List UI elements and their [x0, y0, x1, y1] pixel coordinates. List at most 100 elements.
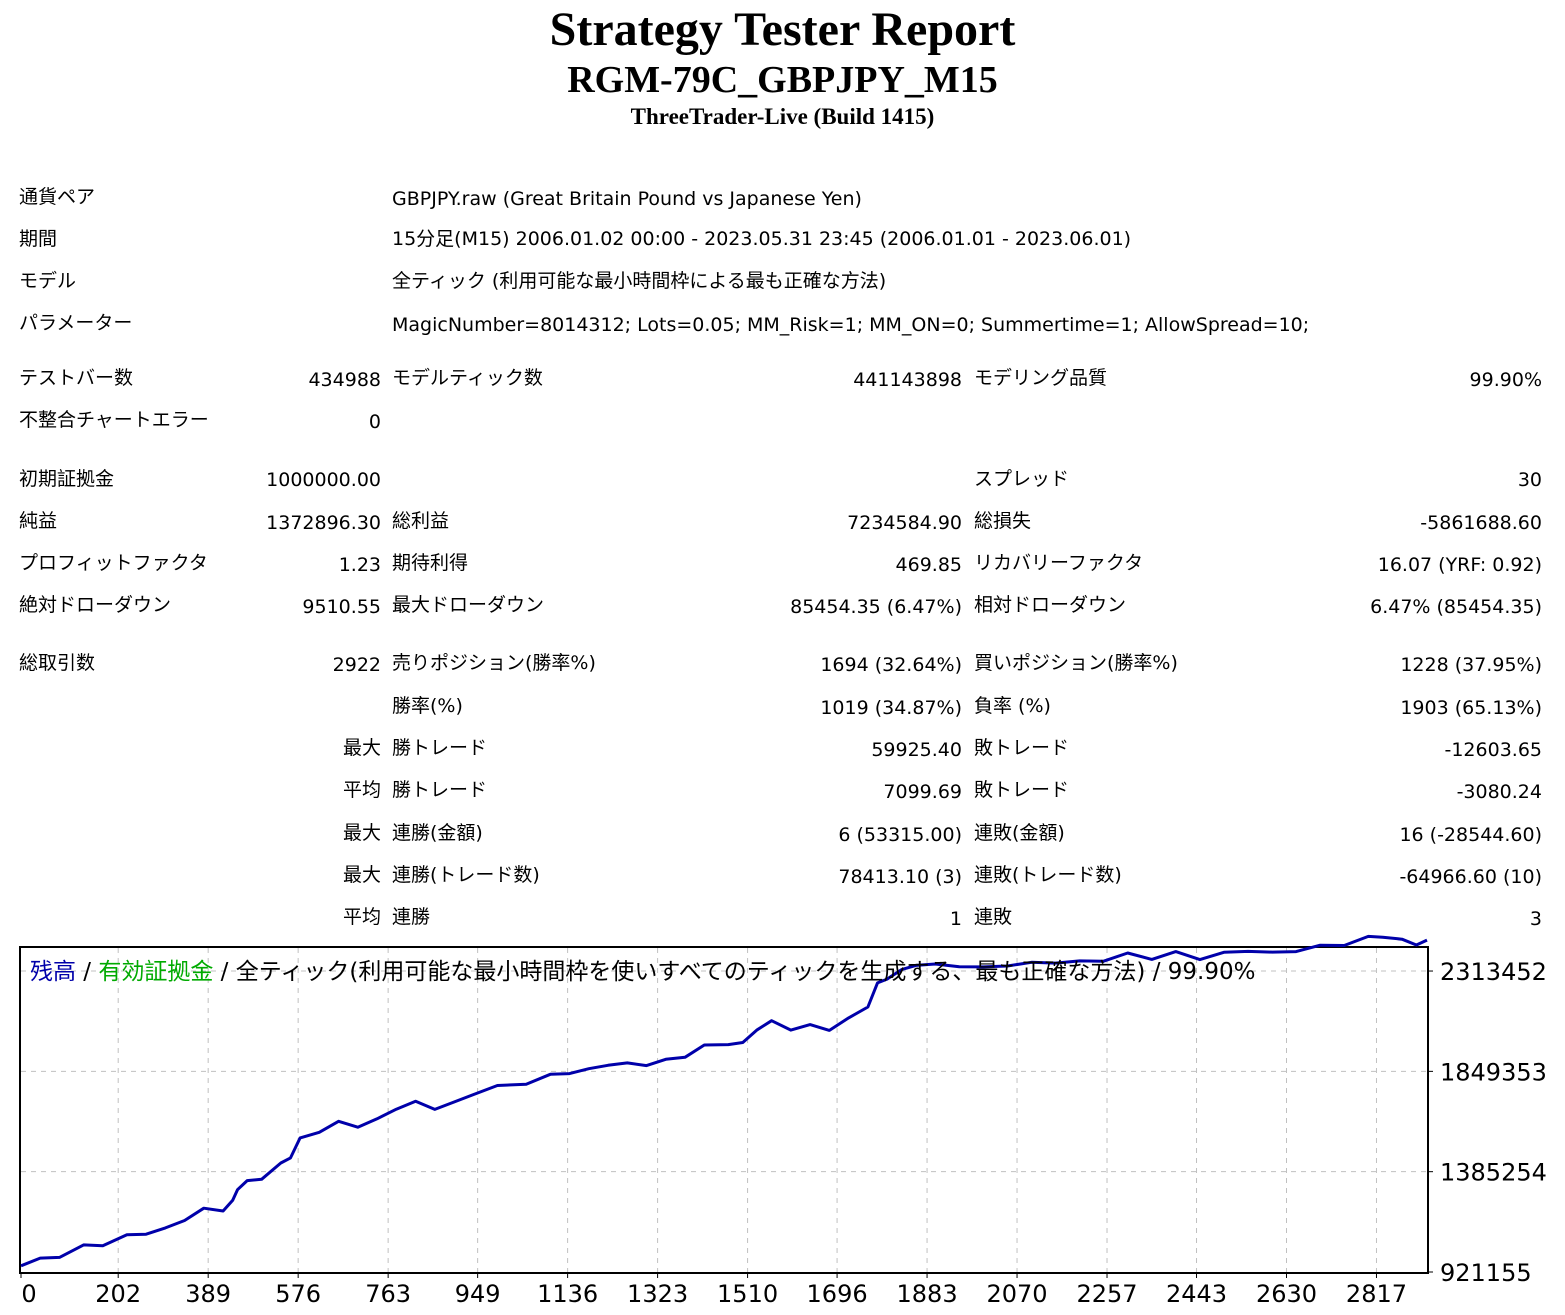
short-positions-value: 1694 (32.64%): [820, 654, 962, 676]
gross-profit-label: 総利益: [392, 510, 450, 532]
total-trades-label: 総取引数: [19, 652, 96, 674]
average-consecutive-label: 平均: [342, 906, 381, 928]
maximal-drawdown-value: 85454.35 (6.47%): [790, 596, 962, 618]
consecutive-losses-trades-label: 連敗(トレード数): [974, 864, 1122, 886]
deposit-label: 初期証拠金: [19, 468, 115, 490]
consecutive-losses-trades-value: -64966.60 (10): [1399, 866, 1542, 888]
model-value: 全ティック (利用可能な最小時間枠による最も正確な方法): [392, 270, 887, 292]
x-tick-label: 1883: [897, 1280, 958, 1308]
quality-value: 99.90%: [1469, 369, 1542, 391]
largest-win-label: 勝トレード: [392, 737, 488, 759]
x-tick-label: 2630: [1256, 1280, 1317, 1308]
x-tick-label: 202: [95, 1280, 141, 1308]
relative-drawdown-value: 6.47% (85454.35): [1370, 596, 1542, 618]
expected-payoff-label: 期待利得: [392, 552, 469, 574]
spread-value: 30: [1517, 469, 1542, 491]
total-trades-value: 2922: [332, 654, 381, 676]
y-tick-label: 921155: [1440, 1259, 1532, 1287]
x-tick-label: 2817: [1346, 1280, 1407, 1308]
average-win-value: 7099.69: [883, 781, 962, 803]
ticks-label: モデルティック数: [392, 367, 543, 389]
mismatch-value: 0: [368, 411, 381, 433]
net-profit-value: 1372896.30: [266, 512, 381, 534]
gross-loss-value: -5861688.60: [1420, 512, 1542, 534]
average-loss-value: -3080.24: [1456, 781, 1542, 803]
symbol-value: GBPJPY.raw (Great Britain Pound vs Japan…: [392, 188, 862, 210]
gross-loss-label: 総損失: [974, 510, 1032, 532]
x-tick-label: 1510: [717, 1280, 778, 1308]
profit-factor-value: 1.23: [338, 554, 381, 576]
expected-payoff-value: 469.85: [895, 554, 962, 576]
average-loss-label: 敗トレード: [974, 779, 1070, 801]
consecutive-wins-money-label: 連勝(金額): [392, 822, 483, 844]
consecutive-losses-money-value: 16 (-28544.60): [1399, 824, 1542, 846]
average-consecutive-wins-value: 1: [949, 908, 962, 930]
loss-rate-value: 1903 (65.13%): [1400, 697, 1542, 719]
legend-equity: 有効証拠金: [98, 959, 213, 985]
recovery-factor-value: 16.07 (YRF: 0.92): [1377, 554, 1542, 576]
y-tick-label: 1849353: [1440, 1058, 1547, 1086]
x-tick-label: 2443: [1166, 1280, 1227, 1308]
x-tick-label: 1136: [537, 1280, 598, 1308]
deposit-value: 1000000.00: [266, 469, 381, 491]
average-consecutive-losses-label: 連敗: [974, 906, 1013, 928]
period-value: 15分足(M15) 2006.01.02 00:00 - 2023.05.31 …: [392, 228, 1132, 250]
long-positions-label: 買いポジション(勝率%): [974, 652, 1178, 674]
largest-loss-value: -12603.65: [1444, 739, 1542, 761]
x-tick-label: 389: [185, 1280, 231, 1308]
consecutive-wins-money-value: 6 (53315.00): [838, 824, 962, 846]
net-profit-label: 純益: [19, 510, 58, 532]
balance-series-line: [20, 934, 1428, 1268]
y-tick-label: 1385254: [1440, 1159, 1547, 1187]
legend-rest: / 全ティック(利用可能な最小時間枠を使いすべてのティックを生成する、最も正確な…: [213, 959, 1255, 985]
gross-profit-value: 7234584.90: [847, 512, 962, 534]
x-tick-label: 2257: [1076, 1280, 1137, 1308]
consecutive-losses-money-label: 連敗(金額): [974, 822, 1065, 844]
x-tick-label: 949: [455, 1280, 501, 1308]
spread-label: スプレッド: [974, 468, 1070, 490]
average-win-label: 勝トレード: [392, 779, 488, 801]
profit-factor-label: プロフィットファクタ: [19, 552, 208, 574]
long-positions-value: 1228 (37.95%): [1400, 654, 1542, 676]
symbol-label: 通貨ペア: [19, 186, 96, 208]
largest-loss-label: 敗トレード: [974, 737, 1070, 759]
x-tick-label: 576: [275, 1280, 321, 1308]
absolute-drawdown-label: 絶対ドローダウン: [19, 594, 172, 616]
average-consecutive-wins-label: 連勝: [392, 906, 431, 928]
chart-legend: 残高 / 有効証拠金 / 全ティック(利用可能な最小時間枠を使いすべてのティック…: [30, 959, 1255, 985]
largest-label: 最大: [342, 737, 381, 759]
short-positions-label: 売りポジション(勝率%): [392, 652, 596, 674]
mismatch-label: 不整合チャートエラー: [19, 409, 209, 431]
x-tick-label: 0: [21, 1280, 36, 1308]
x-tick-label: 1323: [627, 1280, 688, 1308]
average-consecutive-losses-value: 3: [1529, 908, 1542, 930]
model-label: モデル: [19, 270, 77, 292]
x-tick-label: 1696: [807, 1280, 868, 1308]
x-tick-label: 2070: [986, 1280, 1047, 1308]
parameters-value: MagicNumber=8014312; Lots=0.05; MM_Risk=…: [392, 314, 1310, 336]
period-label: 期間: [19, 228, 58, 250]
ticks-value: 441143898: [853, 369, 962, 391]
consecutive-wins-trades-value: 78413.10 (3): [838, 866, 962, 888]
largest-win-value: 59925.40: [871, 739, 962, 761]
maximal-drawdown-label: 最大ドローダウン: [392, 594, 545, 616]
bars-value: 434988: [308, 369, 381, 391]
consecutive-wins-trades-label: 連勝(トレード数): [392, 864, 540, 886]
bars-label: テストバー数: [19, 367, 134, 389]
legend-balance: 残高: [30, 959, 76, 985]
report-title: Strategy Tester Report: [549, 3, 1016, 56]
legend-sep: /: [76, 959, 98, 985]
relative-drawdown-label: 相対ドローダウン: [974, 594, 1127, 616]
chart-frame: [19, 946, 1429, 1274]
average-label: 平均: [342, 779, 381, 801]
x-tick-label: 763: [365, 1280, 411, 1308]
win-rate-label: 勝率(%): [392, 695, 463, 717]
absolute-drawdown-value: 9510.55: [302, 596, 381, 618]
parameters-label: パラメーター: [19, 312, 133, 334]
win-rate-value: 1019 (34.87%): [820, 697, 962, 719]
quality-label: モデリング品質: [974, 367, 1108, 389]
maximal-label: 最大: [342, 864, 381, 886]
maximum-label: 最大: [342, 822, 381, 844]
server-build: ThreeTrader-Live (Build 1415): [630, 104, 935, 129]
